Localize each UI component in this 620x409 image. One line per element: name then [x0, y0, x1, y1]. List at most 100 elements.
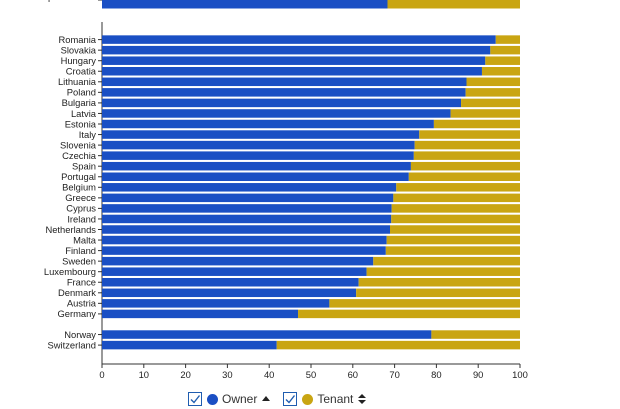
- bar-owner-bulgaria: [102, 98, 462, 108]
- category-label-hungary: Hungary: [61, 55, 97, 66]
- bar-owner-poland: [102, 88, 466, 97]
- category-label-sweden: Sweden: [62, 255, 96, 266]
- category-label-italy: Italy: [79, 129, 97, 140]
- bar-tenant-austria: [329, 299, 520, 308]
- category-label-norway: Norway: [64, 329, 96, 340]
- legend-item-owner[interactable]: Owner: [188, 392, 271, 406]
- bar-tenant-denmark: [356, 288, 520, 298]
- check-icon: [190, 395, 201, 404]
- category-label-romania: Romania: [58, 34, 96, 45]
- bar-tenant-estonia: [433, 119, 520, 129]
- category-label-lithuania: Lithuania: [58, 76, 97, 87]
- bar-owner-european-union: [102, 0, 388, 9]
- x-tick-label-10: 10: [139, 369, 149, 380]
- bar-owner-romania: [102, 35, 496, 44]
- bar-owner-spain: [102, 161, 411, 171]
- category-label-cyprus: Cyprus: [66, 203, 96, 214]
- bar-tenant-france: [358, 278, 520, 287]
- category-label-france: France: [67, 277, 96, 288]
- category-label-croatia: Croatia: [66, 66, 97, 77]
- legend-item-tenant[interactable]: Tenant: [283, 392, 367, 406]
- bar-owner-luxembourg: [102, 267, 367, 276]
- bar-tenant-germany: [298, 309, 520, 319]
- category-label-latvia: Latvia: [71, 108, 97, 119]
- category-label-greece: Greece: [65, 192, 96, 203]
- sort-both-icon[interactable]: [357, 393, 367, 405]
- bar-tenant-romania: [495, 35, 520, 44]
- legend: Owner Tenant: [188, 389, 379, 409]
- x-tick-label-20: 20: [180, 369, 190, 380]
- x-tick-label-50: 50: [306, 369, 316, 380]
- bar-tenant-ireland: [391, 214, 520, 224]
- category-label-poland: Poland: [67, 87, 96, 98]
- sort-up-icon[interactable]: [261, 394, 271, 404]
- bar-tenant-croatia: [481, 67, 520, 76]
- bar-owner-latvia: [102, 109, 451, 118]
- bar-tenant-european-union: [387, 0, 520, 9]
- bar-owner-germany: [102, 309, 299, 319]
- bar-tenant-netherlands: [390, 225, 520, 234]
- bar-owner-austria: [102, 299, 330, 308]
- bar-tenant-portugal: [408, 172, 520, 181]
- category-label-austria: Austria: [67, 298, 97, 309]
- bar-owner-switzerland: [102, 340, 277, 350]
- bar-owner-italy: [102, 130, 420, 139]
- x-tick-label-70: 70: [389, 369, 399, 380]
- bar-owner-greece: [102, 193, 394, 203]
- x-tick-label-100: 100: [512, 369, 528, 380]
- bar-owner-lithuania: [102, 77, 467, 87]
- category-label-estonia: Estonia: [65, 118, 97, 129]
- bar-tenant-sweden: [373, 256, 520, 266]
- bar-owner-hungary: [102, 56, 486, 65]
- category-label-switzerland: Switzerland: [48, 339, 96, 350]
- bar-tenant-switzerland: [276, 340, 520, 350]
- owner-checkbox[interactable]: [188, 392, 202, 406]
- bar-tenant-italy: [419, 130, 520, 139]
- bar-tenant-slovenia: [414, 140, 520, 150]
- bar-owner-denmark: [102, 288, 357, 298]
- bar-tenant-malta: [386, 235, 520, 245]
- check-icon: [285, 395, 296, 404]
- category-label-slovenia: Slovenia: [60, 139, 97, 150]
- category-label-bulgaria: Bulgaria: [62, 97, 97, 108]
- tenant-swatch: [302, 393, 314, 405]
- category-label-finland: Finland: [65, 245, 96, 256]
- category-label-luxembourg: Luxembourg: [44, 266, 96, 277]
- bar-tenant-spain: [410, 161, 520, 171]
- bar-tenant-poland: [465, 88, 520, 97]
- bar-owner-sweden: [102, 256, 374, 266]
- bar-owner-malta: [102, 235, 387, 245]
- bar-tenant-belgium: [396, 183, 520, 192]
- x-tick-label-30: 30: [222, 369, 232, 380]
- bar-owner-norway: [102, 330, 432, 339]
- bar-tenant-cyprus: [391, 204, 520, 213]
- bar-owner-france: [102, 278, 359, 287]
- bar-tenant-finland: [385, 246, 520, 255]
- bar-owner-finland: [102, 246, 386, 255]
- tenant-checkbox[interactable]: [283, 392, 298, 406]
- bar-tenant-bulgaria: [461, 98, 520, 108]
- bar-owner-portugal: [102, 172, 409, 181]
- bar-owner-ireland: [102, 214, 392, 224]
- bar-tenant-greece: [393, 193, 520, 203]
- bar-tenant-norway: [431, 330, 520, 339]
- bar-owner-estonia: [102, 119, 434, 129]
- x-tick-label-40: 40: [264, 369, 274, 380]
- category-label-germany: Germany: [57, 308, 96, 319]
- bar-owner-czechia: [102, 151, 414, 160]
- bar-tenant-czechia: [413, 151, 520, 160]
- category-label-european-union: European Union: [28, 0, 96, 2]
- category-label-netherlands: Netherlands: [45, 224, 96, 235]
- bar-owner-croatia: [102, 67, 482, 76]
- bar-tenant-hungary: [485, 56, 520, 65]
- category-label-malta: Malta: [73, 234, 97, 245]
- category-label-slovakia: Slovakia: [61, 44, 97, 55]
- category-label-portugal: Portugal: [61, 171, 96, 182]
- bar-tenant-luxembourg: [366, 267, 520, 276]
- category-label-ireland: Ireland: [67, 213, 96, 224]
- bar-owner-slovakia: [102, 45, 491, 55]
- bar-tenant-slovakia: [490, 45, 520, 55]
- category-label-czechia: Czechia: [62, 150, 97, 161]
- category-label-belgium: Belgium: [62, 182, 96, 193]
